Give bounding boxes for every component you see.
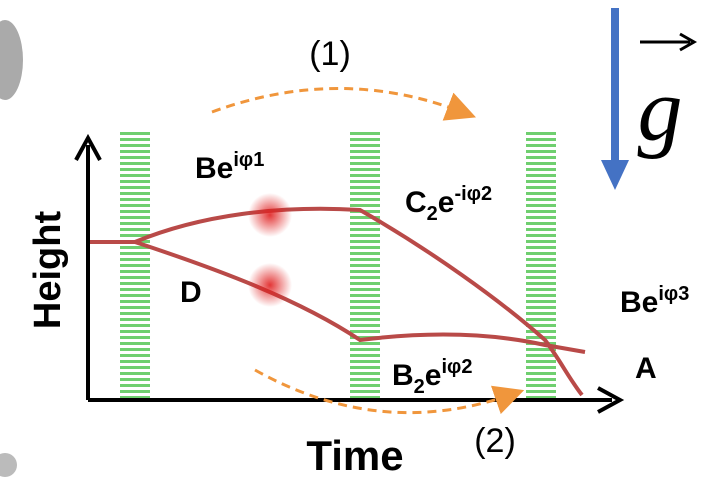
x-axis-label: Time bbox=[306, 432, 403, 479]
label-mid: e bbox=[438, 186, 455, 219]
state-label: A bbox=[635, 352, 657, 385]
label-mid: e bbox=[425, 359, 442, 392]
state-label: Beiφ3 bbox=[620, 283, 689, 319]
arrow-bottom bbox=[254, 368, 525, 415]
gravity-symbol: g bbox=[638, 61, 683, 160]
side-object bbox=[0, 453, 17, 477]
label-sup: -iφ2 bbox=[454, 183, 492, 205]
arrow-label: (2) bbox=[474, 422, 516, 460]
label-sup: iφ2 bbox=[441, 356, 472, 378]
arrow-top bbox=[211, 87, 476, 121]
state-label: D bbox=[180, 276, 202, 309]
y-axis-label: Height bbox=[27, 211, 69, 330]
label-sup: iφ1 bbox=[233, 149, 264, 171]
axes bbox=[74, 133, 625, 414]
atom-paths bbox=[90, 206, 586, 397]
label-base: Be bbox=[195, 152, 233, 185]
arrow-label: (1) bbox=[309, 35, 351, 73]
label-base: Be bbox=[620, 286, 658, 319]
label-sub: 2 bbox=[427, 203, 438, 225]
gravity-arrow-head bbox=[601, 160, 629, 190]
label-base: C bbox=[405, 186, 427, 219]
side-object bbox=[0, 20, 23, 100]
vector-bar bbox=[679, 32, 698, 52]
label-base: B bbox=[392, 359, 414, 392]
state-label: C2e-iφ2 bbox=[405, 183, 492, 225]
laser-pulses bbox=[120, 130, 556, 400]
state-label: Beiφ1 bbox=[195, 149, 264, 185]
label-sup: iφ3 bbox=[658, 283, 689, 305]
atom-cloud bbox=[248, 193, 292, 237]
state-label: B2eiφ2 bbox=[392, 356, 472, 398]
atom-cloud bbox=[248, 263, 292, 307]
label-sub: 2 bbox=[414, 376, 425, 398]
